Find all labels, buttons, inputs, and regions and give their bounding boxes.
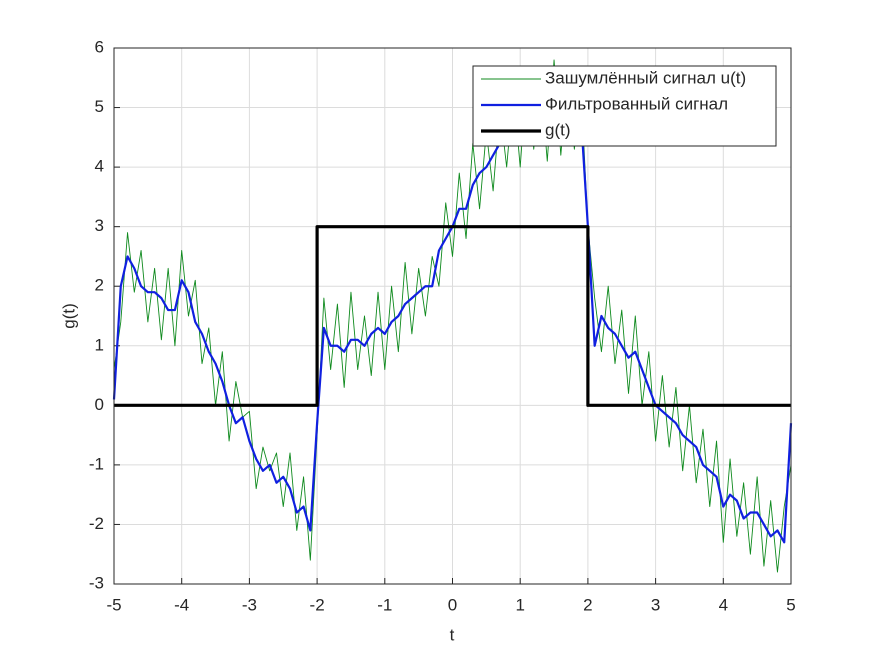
legend-label: Фильтрованный сигнал [545, 94, 728, 113]
y-tick-label: 6 [95, 37, 104, 56]
y-tick-label: 2 [95, 276, 104, 295]
x-tick-label: 4 [719, 595, 728, 614]
y-tick-label: 0 [95, 395, 104, 414]
x-tick-label: -3 [242, 595, 257, 614]
y-tick-label: 3 [95, 216, 104, 235]
x-tick-label: 3 [651, 595, 660, 614]
x-tick-label: 2 [583, 595, 592, 614]
legend-label: Зашумлённый сигнал u(t) [545, 68, 746, 87]
data-line [114, 225, 791, 407]
y-tick-label: 4 [95, 157, 104, 176]
x-tick-label: 0 [448, 595, 457, 614]
y-axis-label: g(t) [59, 303, 78, 329]
x-tick-label: 1 [515, 595, 524, 614]
x-tick-label: 5 [786, 595, 795, 614]
legend: Зашумлённый сигнал u(t) Фильтрованный сиг… [472, 65, 777, 147]
data-line [113, 59, 792, 573]
axes-frame [113, 47, 792, 585]
y-tick-label: -1 [89, 454, 104, 473]
x-axis-label: t [450, 625, 455, 644]
y-tick-label: -3 [89, 573, 104, 592]
y-tick-label: 5 [95, 97, 104, 116]
x-tick-label: -5 [106, 595, 121, 614]
x-tick-label: -2 [310, 595, 325, 614]
y-tick-label: -2 [89, 514, 104, 533]
y-tick-label: 1 [95, 335, 104, 354]
x-tick-label: -4 [174, 595, 189, 614]
legend-label: g(t) [545, 120, 571, 139]
x-tick-label: -1 [377, 595, 392, 614]
